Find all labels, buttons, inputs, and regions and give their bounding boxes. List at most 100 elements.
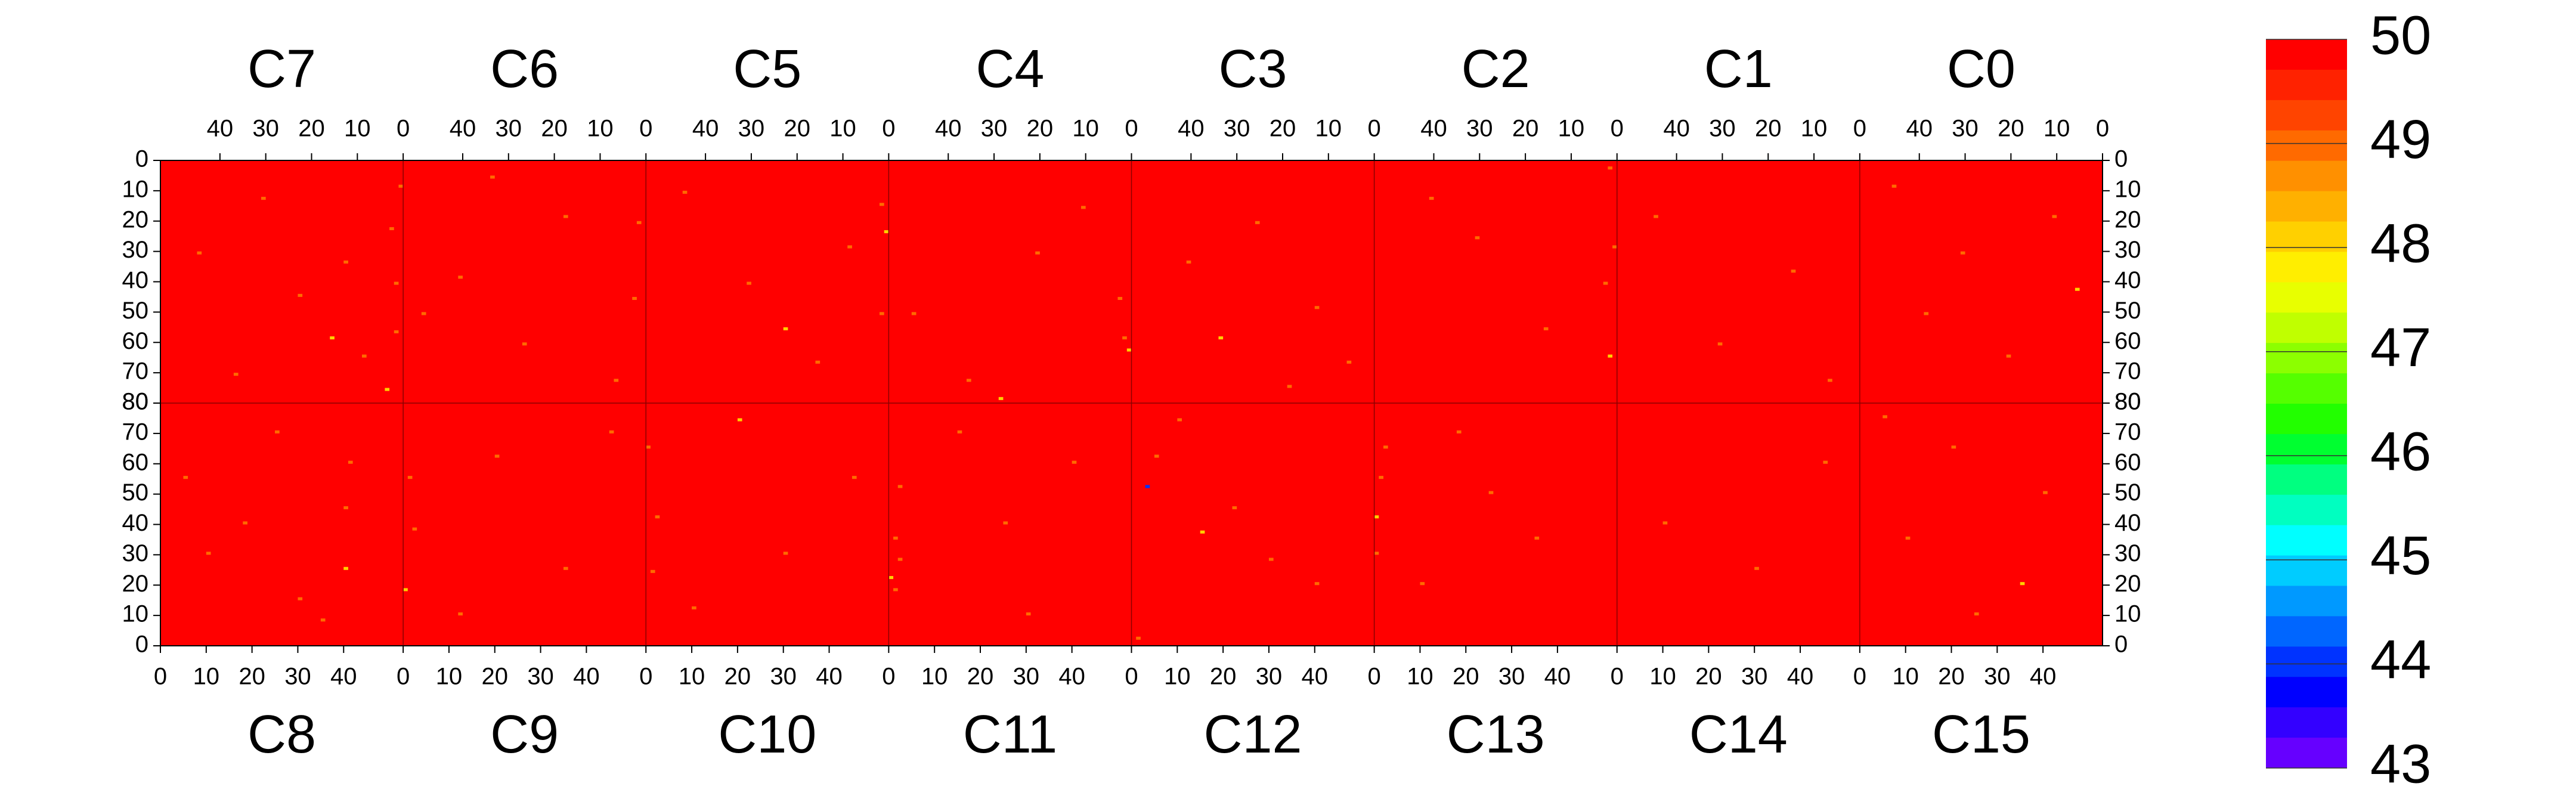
colorbar-tick-label: 48	[2370, 213, 2431, 274]
colorbar-band	[2266, 404, 2347, 435]
y-tick-label: 80	[122, 389, 149, 415]
chip-label: C5	[733, 39, 801, 99]
heatmap-cell	[2020, 582, 2025, 586]
y-tick-label: 50	[122, 298, 149, 324]
chip-label: C4	[976, 39, 1044, 99]
heatmap-fill	[1859, 160, 2103, 403]
x-tick-label: 20	[1453, 664, 1479, 690]
heatmap-cell	[412, 527, 417, 531]
x-tick-label: 30	[1498, 664, 1525, 690]
chip-label: C15	[1932, 705, 2030, 764]
x-tick-label: 20	[298, 116, 325, 142]
heatmap-cell	[2043, 491, 2048, 494]
heatmap-cell	[1608, 166, 1613, 170]
heatmap-cell	[957, 430, 962, 434]
heatmap-cell	[394, 330, 399, 333]
heatmap-cell	[1662, 521, 1668, 525]
colorbar-band	[2266, 616, 2347, 647]
heatmap-cell	[847, 245, 852, 249]
colorbar-band	[2266, 494, 2347, 526]
heatmap-cell	[261, 197, 266, 200]
x-tick-label: 10	[829, 116, 856, 142]
x-tick-label: 0	[2096, 116, 2109, 142]
chip-label: C12	[1204, 705, 1302, 764]
heatmap-cell	[1145, 485, 1150, 488]
heatmap-cell	[2052, 215, 2057, 218]
x-tick-label: 20	[239, 664, 265, 690]
x-tick-label: 10	[436, 664, 463, 690]
x-tick-label: 30	[738, 116, 765, 142]
x-tick-label: 30	[981, 116, 1008, 142]
y-tick-label: 70	[122, 358, 149, 385]
x-tick-label: 0	[1611, 664, 1624, 690]
x-tick-label: 10	[2044, 116, 2070, 142]
heatmap-cell	[1035, 251, 1040, 255]
heatmap-cell	[458, 275, 463, 279]
chip-label: C9	[490, 705, 559, 764]
heatmap-cell	[398, 184, 404, 188]
y-tick-label: 60	[122, 449, 149, 475]
heatmap-cell	[1379, 476, 1383, 479]
heatmap-cell	[1026, 612, 1031, 616]
x-tick-label: 20	[784, 116, 810, 142]
chip-label: C1	[1704, 39, 1773, 99]
heatmap-cell	[747, 281, 751, 285]
heatmap-cell	[1791, 270, 1796, 273]
colorbar-band	[2266, 738, 2347, 769]
heatmap-cell	[692, 606, 696, 609]
x-tick-label: 20	[1027, 116, 1054, 142]
x-tick-label: 20	[724, 664, 751, 690]
heatmap-cell	[233, 373, 239, 376]
heatmap-cell	[522, 342, 527, 346]
x-tick-label: 40	[1663, 116, 1690, 142]
x-tick-label: 40	[450, 116, 476, 142]
heatmap-cell	[394, 281, 399, 285]
colorbar-band	[2266, 221, 2347, 252]
heatmap-cell	[632, 296, 637, 301]
heatmap-cell	[646, 445, 651, 449]
x-tick-label: 30	[1466, 116, 1493, 142]
heatmap-cell	[1603, 281, 1608, 285]
heatmap-cell	[893, 588, 898, 592]
heatmap-cell	[1126, 348, 1132, 352]
y-tick-label: 80	[122, 389, 149, 415]
x-tick-label: 0	[397, 116, 410, 142]
x-tick-label: 40	[1787, 664, 1814, 690]
heatmap-cell	[1924, 312, 1929, 315]
colorbar-band	[2266, 282, 2347, 313]
heatmap-cell	[880, 312, 884, 315]
x-tick-label: 20	[1998, 116, 2024, 142]
heatmap-fill	[403, 160, 646, 403]
heatmap-cell	[1891, 184, 1897, 188]
heatmap-cell	[815, 360, 821, 364]
colorbar-band	[2266, 343, 2347, 374]
colorbar-tick-label: 45	[2370, 525, 2431, 586]
colorbar-band	[2266, 69, 2347, 101]
heatmap-cell	[1654, 215, 1658, 218]
x-tick-label: 0	[1853, 116, 1866, 142]
x-tick-label: 30	[1741, 664, 1768, 690]
heatmap-fill	[1617, 160, 1860, 403]
heatmap-cell	[783, 552, 788, 555]
y-tick-label: 0	[135, 146, 148, 172]
heatmap-cell	[298, 597, 303, 600]
x-tick-label: 30	[1709, 116, 1736, 142]
heatmap-cell	[563, 566, 568, 570]
y-tick-label: 60	[2114, 328, 2141, 354]
x-tick-label: 0	[1125, 116, 1138, 142]
y-tick-label: 0	[2114, 631, 2128, 658]
colorbar-band	[2266, 464, 2347, 496]
heatmap-cell	[1255, 221, 1260, 224]
heatmap-cell	[343, 506, 348, 510]
x-tick-label: 0	[154, 664, 167, 690]
heatmap-cell	[1314, 306, 1320, 309]
heatmap-cell	[1383, 445, 1388, 449]
colorbar-tick-label: 50	[2370, 5, 2431, 66]
y-tick-label: 80	[2114, 389, 2141, 415]
heatmap-cell	[897, 485, 903, 488]
colorbar-band	[2266, 586, 2347, 617]
colorbar-band	[2266, 160, 2347, 192]
heatmap-cell	[407, 476, 413, 479]
heatmap-cell	[1177, 418, 1182, 422]
